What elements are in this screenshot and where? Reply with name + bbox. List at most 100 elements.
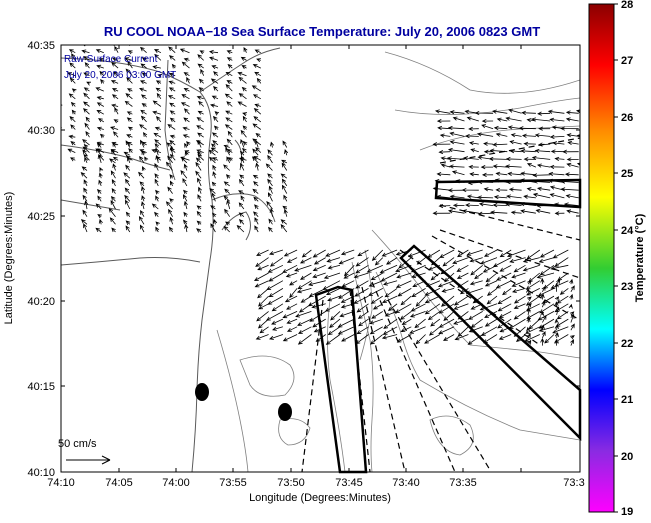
current-arrow (57, 87, 61, 91)
current-arrow (641, 304, 645, 308)
y-tick-label: 40:15 (27, 381, 55, 393)
current-arrow (254, 40, 261, 45)
current-arrow (54, 72, 61, 76)
colorbar-tick-label: 19 (621, 506, 633, 518)
colorbar-tick-label: 22 (621, 338, 633, 350)
annotation-line-2: July 20, 2006 03:00 GMT (64, 70, 176, 81)
current-arrow (638, 181, 650, 185)
colorbar: 28 27 26 25 24 23 22 21 20 19 Temperatur… (589, 0, 646, 518)
colorbar-tick-labels: 28 27 26 25 24 23 22 21 20 19 (621, 0, 634, 518)
current-arrow (56, 143, 61, 146)
colorbar-tick-label: 25 (621, 168, 633, 180)
current-arrow (633, 111, 650, 115)
x-tick-label: 73:35 (449, 477, 477, 489)
current-arrow (640, 180, 646, 189)
current-arrow (628, 316, 631, 322)
current-arrow (214, 41, 218, 45)
y-tick-label: 40:30 (27, 125, 55, 137)
current-arrow (628, 211, 632, 217)
current-arrow (55, 132, 61, 137)
current-arrow (171, 40, 175, 45)
current-arrow (55, 56, 61, 61)
current-arrow (632, 171, 650, 175)
current-arrow (584, 325, 587, 330)
current-arrow (634, 141, 650, 144)
y-tick-label: 40:35 (27, 40, 55, 52)
current-arrow (628, 195, 632, 203)
current-arrow (585, 278, 588, 284)
current-arrow (638, 133, 650, 137)
current-arrow (622, 157, 636, 160)
current-arrow (642, 333, 645, 338)
current-arrow (197, 40, 204, 45)
current-arrow (626, 304, 629, 308)
current-arrow (625, 181, 636, 185)
y-tick-labels: 40:35 40:30 40:25 40:20 40:15 40:10 (27, 40, 55, 479)
current-arrow (621, 133, 636, 137)
y-tick-label: 40:10 (27, 467, 55, 479)
colorbar-tick-label: 27 (621, 55, 633, 67)
current-arrow (628, 188, 632, 193)
y-axis-label: Latitude (Degrees:Minutes) (3, 192, 15, 325)
current-arrow (642, 196, 651, 200)
current-arrow (641, 119, 650, 122)
current-arrow (642, 310, 645, 315)
chart-title: RU COOL NOAA−18 Sea Surface Temperature:… (104, 24, 540, 39)
x-tick-label: 73:3 (563, 477, 584, 489)
current-arrow (56, 95, 61, 99)
x-tick-label: 74:05 (105, 477, 133, 489)
current-arrow (635, 158, 650, 162)
colorbar-tick-label: 23 (621, 281, 633, 293)
current-arrow (628, 149, 636, 153)
current-arrow (642, 203, 646, 212)
y-tick-label: 40:20 (27, 296, 55, 308)
current-arrow (641, 125, 650, 128)
colorbar-tick-label: 26 (621, 112, 633, 124)
current-arrow (625, 196, 636, 200)
current-arrow (620, 203, 636, 207)
current-arrow (627, 241, 632, 252)
current-arrow (584, 320, 587, 324)
colorbar-tick-label: 28 (621, 0, 633, 11)
current-arrow (55, 110, 61, 114)
current-arrow (56, 43, 61, 46)
current-arrow (643, 172, 646, 179)
x-axis-label: Longitude (Degrees:Minutes) (249, 492, 391, 504)
current-arrow (638, 150, 650, 154)
current-arrow (636, 189, 650, 193)
current-arrow (639, 166, 651, 170)
colorbar-tick-label: 20 (621, 451, 633, 463)
current-arrow (186, 40, 190, 45)
colorbar-tick-label: 24 (621, 225, 634, 237)
current-arrow (641, 325, 645, 330)
current-arrow (141, 41, 147, 45)
current-arrow (99, 39, 103, 45)
current-arrow (641, 188, 646, 196)
current-arrow (57, 148, 61, 153)
current-arrow (56, 117, 61, 122)
current-arrow (639, 204, 650, 208)
current-arrow (628, 203, 632, 211)
colorbar-ticks (614, 4, 618, 512)
current-arrow (622, 125, 636, 129)
current-arrow (584, 288, 587, 292)
marker-2 (278, 403, 292, 421)
current-arrow (628, 293, 631, 299)
scale-label: 50 cm/s (58, 438, 97, 450)
current-arrow (619, 141, 635, 144)
annotation-line-1: Raw Surface Current (64, 54, 158, 65)
x-tick-labels: 74:10 74:05 74:00 73:55 73:50 73:45 73:4… (47, 477, 584, 489)
colorbar-tick-label: 21 (621, 394, 633, 406)
x-tick-label: 73:55 (219, 477, 247, 489)
colorbar-gradient (589, 4, 614, 512)
current-arrow (55, 77, 61, 84)
current-arrow (584, 292, 588, 300)
current-arrow (627, 180, 632, 188)
current-arrow (584, 312, 587, 316)
x-tick-label: 73:40 (392, 477, 420, 489)
current-arrow (56, 48, 61, 52)
marker-1 (195, 383, 209, 401)
current-arrow (629, 249, 632, 257)
